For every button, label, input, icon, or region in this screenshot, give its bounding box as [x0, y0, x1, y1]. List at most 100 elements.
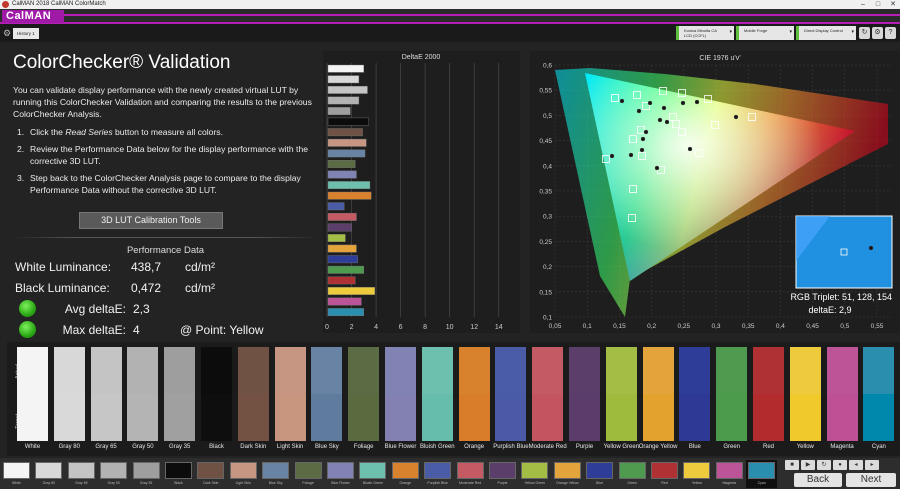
swatch-cyan[interactable]: Cyan	[863, 347, 895, 450]
target-color-patch	[164, 394, 196, 441]
actual-color-patch	[385, 347, 416, 394]
cie-x-tick-label: 0,45	[806, 323, 819, 330]
swatch-white[interactable]: White	[17, 347, 48, 450]
settings-icon[interactable]: ⚙	[3, 28, 12, 38]
cie-target-marker	[672, 120, 680, 128]
deltae-bar-light-skin	[327, 138, 367, 147]
actual-color-patch	[311, 347, 343, 394]
nav-patch-white[interactable]	[3, 462, 30, 479]
swatch-gray-80[interactable]: Gray 80	[53, 347, 85, 450]
next-button[interactable]: Next	[846, 473, 896, 487]
section-divider	[13, 237, 318, 238]
deltae-readout: deltaE: 2,9	[808, 305, 851, 315]
nav-patch-blue[interactable]	[586, 462, 614, 479]
swatch-bluish-green[interactable]: Bluish Green	[420, 347, 455, 450]
gear-icon[interactable]: ⚙	[872, 27, 883, 39]
nav-patch-yellow-green[interactable]	[521, 462, 549, 479]
swatch-dark-skin[interactable]: Dark Skin	[237, 347, 269, 450]
nav-patch-blue-sky[interactable]	[262, 462, 290, 479]
nav-patch-foliage[interactable]	[294, 462, 322, 479]
deltae-bar-white	[327, 64, 364, 73]
swatch-blue-sky[interactable]: Blue Sky	[311, 347, 343, 450]
back-button[interactable]: Back	[794, 473, 842, 487]
play-icon[interactable]: ▶	[801, 460, 815, 470]
minimize-icon[interactable]: –	[861, 1, 865, 8]
close-icon[interactable]: ✕	[890, 1, 896, 8]
deltae-bar-dark-skin	[327, 128, 363, 137]
cie-y-tick-label: 0,25	[539, 239, 552, 246]
nav-patch-orange-yellow[interactable]	[553, 462, 581, 479]
nav-patch-bluish-green[interactable]	[359, 462, 387, 479]
deltae-bar-gray-50	[327, 96, 360, 105]
swatch-gray-35[interactable]: Gray 35	[164, 347, 196, 450]
nav-patch-gray-35[interactable]	[132, 462, 160, 479]
swatch-gray-65[interactable]: Gray 65	[90, 347, 122, 450]
nav-patch-gray-50[interactable]	[100, 462, 128, 479]
read-series-reference: Read Series	[65, 127, 113, 137]
swatch-magenta[interactable]: Magenta	[826, 347, 858, 450]
nav-patch-label: Blue Sky	[268, 481, 283, 485]
swatch-red[interactable]: Red	[753, 347, 784, 450]
swatch-orange[interactable]: Orange	[458, 347, 490, 450]
maximize-icon[interactable]: □	[875, 1, 881, 8]
previous-icon[interactable]: ◂	[849, 460, 863, 470]
target-color-patch	[642, 394, 674, 441]
max-deltae-point: @ Point: Yellow	[180, 323, 264, 337]
nav-patch-label: Blue Flower	[331, 481, 350, 485]
nav-patch-red[interactable]	[651, 462, 678, 479]
actual-color-patch	[679, 347, 711, 394]
display-device-selector[interactable]: Direct Display Control ▾	[796, 26, 856, 40]
next-icon[interactable]: ▸	[865, 460, 879, 470]
swatch-black[interactable]: Black	[201, 347, 232, 450]
nav-patch-blue-flower[interactable]	[327, 462, 354, 479]
nav-patch-gray-80[interactable]	[35, 462, 63, 479]
nav-patch-orange[interactable]	[391, 462, 419, 479]
meter-device-selector[interactable]: Konica Minolta CA LCD (CCFL) ▾	[676, 26, 734, 40]
nav-patch-dark-skin[interactable]	[197, 462, 225, 479]
nav-patch-cyan[interactable]	[748, 462, 776, 479]
swatch-foliage[interactable]: Foliage	[348, 347, 380, 450]
swatch-orange-yellow[interactable]: Orange Yellow	[639, 347, 677, 450]
swatch-yellow[interactable]: Yellow	[789, 347, 821, 450]
swatch-purplish-blue[interactable]: Purplish Blue	[493, 347, 529, 450]
nav-patch-purple[interactable]	[489, 462, 516, 479]
record-icon[interactable]: ●	[833, 460, 847, 470]
actual-color-patch	[53, 347, 85, 394]
swatch-green[interactable]: Green	[716, 347, 748, 450]
nav-patch-gray-65[interactable]	[67, 462, 95, 479]
swatch-moderate-red[interactable]: Moderate Red	[529, 347, 567, 450]
swatch-blue-flower[interactable]: Blue Flower	[385, 347, 416, 450]
nav-patch-yellow[interactable]	[683, 462, 711, 479]
nav-patch-purplish-blue[interactable]	[424, 462, 452, 479]
nav-patch-black[interactable]	[165, 462, 192, 479]
history-tab[interactable]: History 1	[13, 28, 39, 39]
swatch-purple[interactable]: Purple	[569, 347, 600, 450]
swatch-yellow-green[interactable]: Yellow Green	[604, 347, 639, 450]
loop-icon[interactable]: ↻	[817, 460, 831, 470]
cie-measured-point	[694, 99, 700, 105]
help-icon[interactable]: ?	[885, 27, 896, 39]
nav-patch-label: Orange Yellow	[556, 481, 579, 485]
swatch-label: Blue	[688, 444, 701, 450]
actual-color-patch	[863, 347, 895, 394]
cie-x-tick-label: 0,2	[647, 323, 656, 330]
deltae-x-tick-label: 4	[374, 324, 378, 331]
black-luminance-unit: cd/m²	[185, 281, 215, 295]
swatch-light-skin[interactable]: Light Skin	[274, 347, 306, 450]
cie-chart-title: CIE 1976 u'v'	[699, 55, 740, 62]
nav-patch-green[interactable]	[618, 462, 646, 479]
cie-y-tick-label: 0,4	[543, 163, 552, 170]
cie-y-tick-label: 0,5	[543, 113, 552, 120]
nav-patch-light-skin[interactable]	[229, 462, 257, 479]
deltae-bar-blue-sky	[327, 149, 366, 158]
nav-patch-moderate-red[interactable]	[456, 462, 484, 479]
lut-calibration-tools-button[interactable]: 3D LUT Calibration Tools	[79, 212, 223, 229]
stop-icon[interactable]: ■	[785, 460, 799, 470]
source-device-selector[interactable]: Mobile Forge ▾	[736, 26, 794, 40]
target-color-patch	[348, 394, 380, 441]
swatch-gray-50[interactable]: Gray 50	[127, 347, 159, 450]
swatch-label: Orange Yellow	[638, 444, 678, 450]
refresh-icon[interactable]: ↻	[859, 27, 870, 39]
nav-patch-magenta[interactable]	[715, 462, 743, 479]
swatch-blue[interactable]: Blue	[679, 347, 711, 450]
